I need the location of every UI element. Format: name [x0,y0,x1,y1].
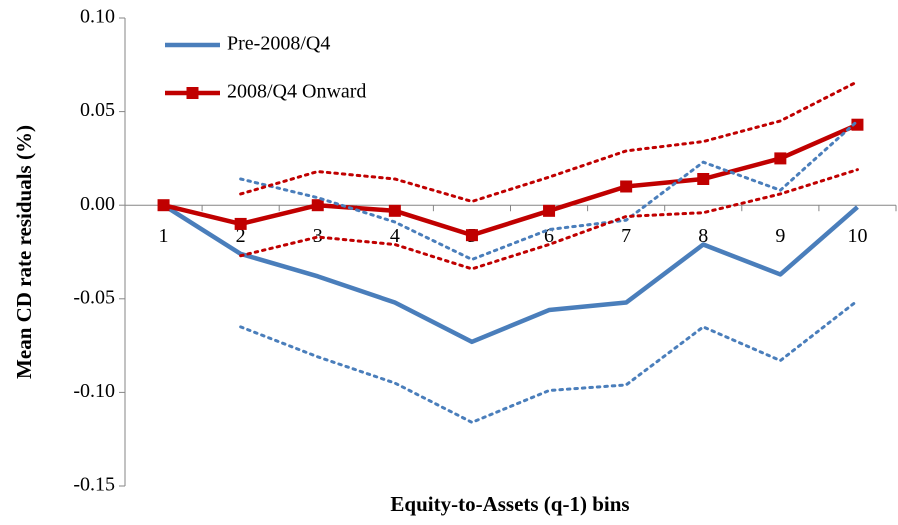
marker [388,204,401,217]
y-tick-label: 0.10 [80,6,115,28]
x-tick-label: 8 [698,225,708,247]
marker [465,229,478,242]
y-tick-label: 0.05 [80,99,115,121]
marker [157,199,170,212]
band-line [239,80,859,203]
legend-label: 2008/Q4 Onward [227,81,366,103]
x-tick-label: 1 [159,225,169,247]
x-tick-label: 9 [775,225,785,247]
marker [697,172,710,185]
marker [774,152,787,165]
band-line [239,299,859,424]
y-tick-label: -0.15 [73,474,115,496]
x-tick-label: 3 [313,225,323,247]
legend-label: Pre-2008/Q4 [227,33,330,55]
y-axis-title: Mean CD rate residuals (%) [12,125,36,379]
x-tick-label: 6 [544,225,554,247]
x-tick-label: 7 [621,225,631,247]
series-line [162,203,859,345]
series-line [163,122,859,238]
marker [543,204,556,217]
marker [311,199,324,212]
x-tick-label: 4 [390,225,400,247]
y-tick-label: 0.00 [80,193,115,215]
y-tick-label: -0.05 [73,286,115,308]
legend-marker [186,87,199,99]
marker [234,217,247,230]
x-tick-label: 2 [236,225,246,247]
band-line [239,168,859,271]
marker [620,180,633,193]
x-axis-title: Equity-to-Assets (q-1) bins [390,492,629,516]
band-line [239,119,859,261]
x-tick-label: 10 [847,225,867,247]
marker [851,118,864,131]
y-tick-label: -0.10 [73,380,115,402]
